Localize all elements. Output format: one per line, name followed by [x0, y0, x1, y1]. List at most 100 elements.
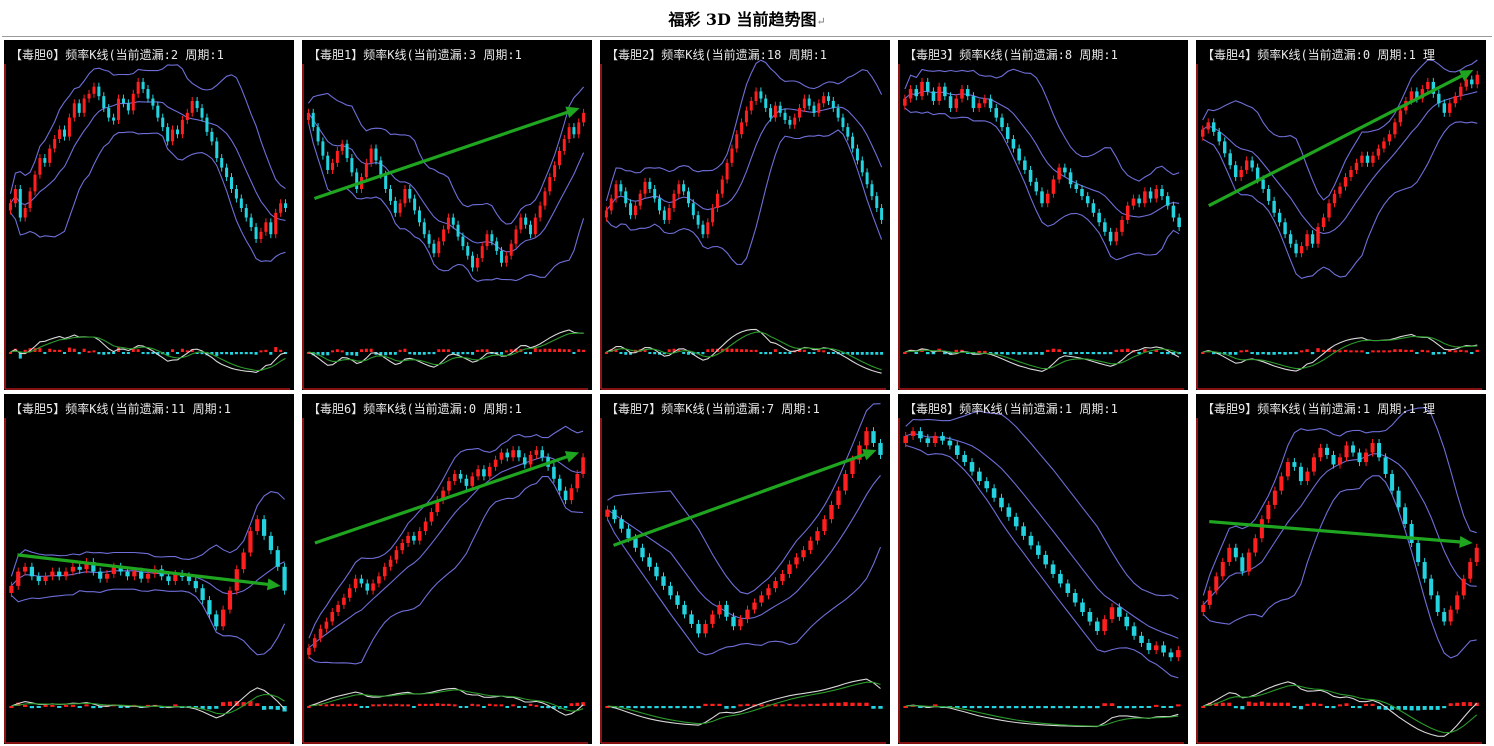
candle [1220, 558, 1225, 581]
osc-bar [23, 349, 27, 352]
osc-bar [269, 352, 273, 355]
candle [749, 96, 753, 115]
candle [207, 596, 212, 619]
osc-bar [903, 706, 908, 708]
candle [28, 187, 32, 213]
candle [1259, 515, 1264, 543]
osc-bar [534, 704, 539, 707]
candle [200, 584, 205, 605]
osc-bar [92, 350, 96, 353]
osc-bar [156, 352, 160, 355]
osc-bar [398, 349, 402, 352]
candle [691, 199, 695, 220]
osc-bar [1153, 704, 1159, 707]
band-middle-line [10, 101, 286, 221]
osc-bar [1011, 352, 1016, 355]
osc-bar [307, 706, 311, 708]
osc-bar [316, 352, 320, 356]
candle [931, 87, 936, 105]
candle [1227, 543, 1232, 567]
osc-bar [53, 349, 57, 352]
osc-bar [9, 706, 14, 708]
osc-bar [456, 352, 460, 355]
osc-bar [275, 706, 280, 710]
osc-bar [1396, 706, 1401, 710]
candle [908, 85, 913, 103]
osc-bar [552, 706, 556, 709]
osc-bar [783, 352, 787, 354]
candle [102, 92, 106, 113]
candle [548, 173, 552, 196]
osc-bar [1442, 706, 1447, 709]
band-lower-line [1202, 475, 1477, 659]
osc-bar [855, 352, 859, 355]
osc-bar [413, 352, 417, 355]
osc-bar [954, 706, 960, 709]
osc-bar [643, 349, 647, 352]
candle [1371, 151, 1375, 167]
candle [696, 619, 701, 638]
candle [1305, 230, 1309, 251]
osc-bar [1139, 706, 1144, 708]
candle [738, 615, 743, 631]
osc-bar [475, 349, 479, 352]
candle [932, 431, 938, 448]
osc-bar [1426, 350, 1430, 353]
chart-svg-4 [1196, 59, 1482, 390]
candle [229, 173, 234, 193]
osc-bar [538, 349, 542, 352]
candle [937, 82, 941, 105]
candle [802, 94, 806, 113]
candle [53, 135, 57, 153]
candle [744, 106, 748, 127]
osc-bar [769, 352, 773, 355]
osc-bar [1403, 706, 1408, 710]
candle [1338, 182, 1342, 198]
candle [581, 453, 585, 478]
osc-bar [1058, 706, 1063, 709]
candle [166, 572, 171, 586]
osc-bar [983, 350, 987, 353]
candle [1327, 199, 1331, 222]
candle [1461, 574, 1466, 600]
osc-bar [360, 349, 364, 352]
candle [1283, 218, 1287, 239]
chart-panel-4: 【毒胆4】频率K线(当前遗漏:0 周期:1 理 [1196, 40, 1486, 390]
chart-title-3: 【毒胆3】频率K线(当前遗漏:8 周期:1 [904, 48, 1118, 62]
osc-bar [1207, 702, 1212, 706]
osc-bar [1120, 349, 1124, 352]
candle [58, 125, 62, 144]
candle [1420, 85, 1425, 103]
trend-arrow-head [266, 578, 281, 591]
osc-bar [780, 704, 785, 707]
candle [577, 118, 581, 139]
candle [1250, 156, 1254, 172]
candle [1146, 638, 1152, 655]
osc-bar [437, 349, 441, 352]
candle [417, 527, 422, 545]
candle [16, 567, 21, 590]
osc-bar [200, 706, 205, 709]
candle [413, 194, 417, 215]
osc-bar [429, 703, 434, 706]
candle [225, 163, 229, 182]
osc-bar [1212, 352, 1216, 355]
band-lower-line [1202, 121, 1478, 280]
candle [1246, 548, 1251, 576]
osc-slow-line [1203, 684, 1478, 734]
osc-bar [326, 352, 330, 356]
band-upper-line [607, 403, 881, 595]
osc-bar [553, 349, 557, 352]
candle [398, 199, 402, 217]
candle [234, 185, 238, 203]
osc-bar [1114, 349, 1119, 352]
candle [1068, 168, 1073, 189]
osc-bar [193, 706, 198, 708]
osc-bar [365, 706, 370, 708]
osc-bar [614, 348, 618, 352]
osc-bar [1233, 352, 1238, 355]
candle [441, 486, 445, 505]
candle [773, 577, 778, 593]
candle [826, 92, 830, 105]
candle [960, 85, 964, 103]
